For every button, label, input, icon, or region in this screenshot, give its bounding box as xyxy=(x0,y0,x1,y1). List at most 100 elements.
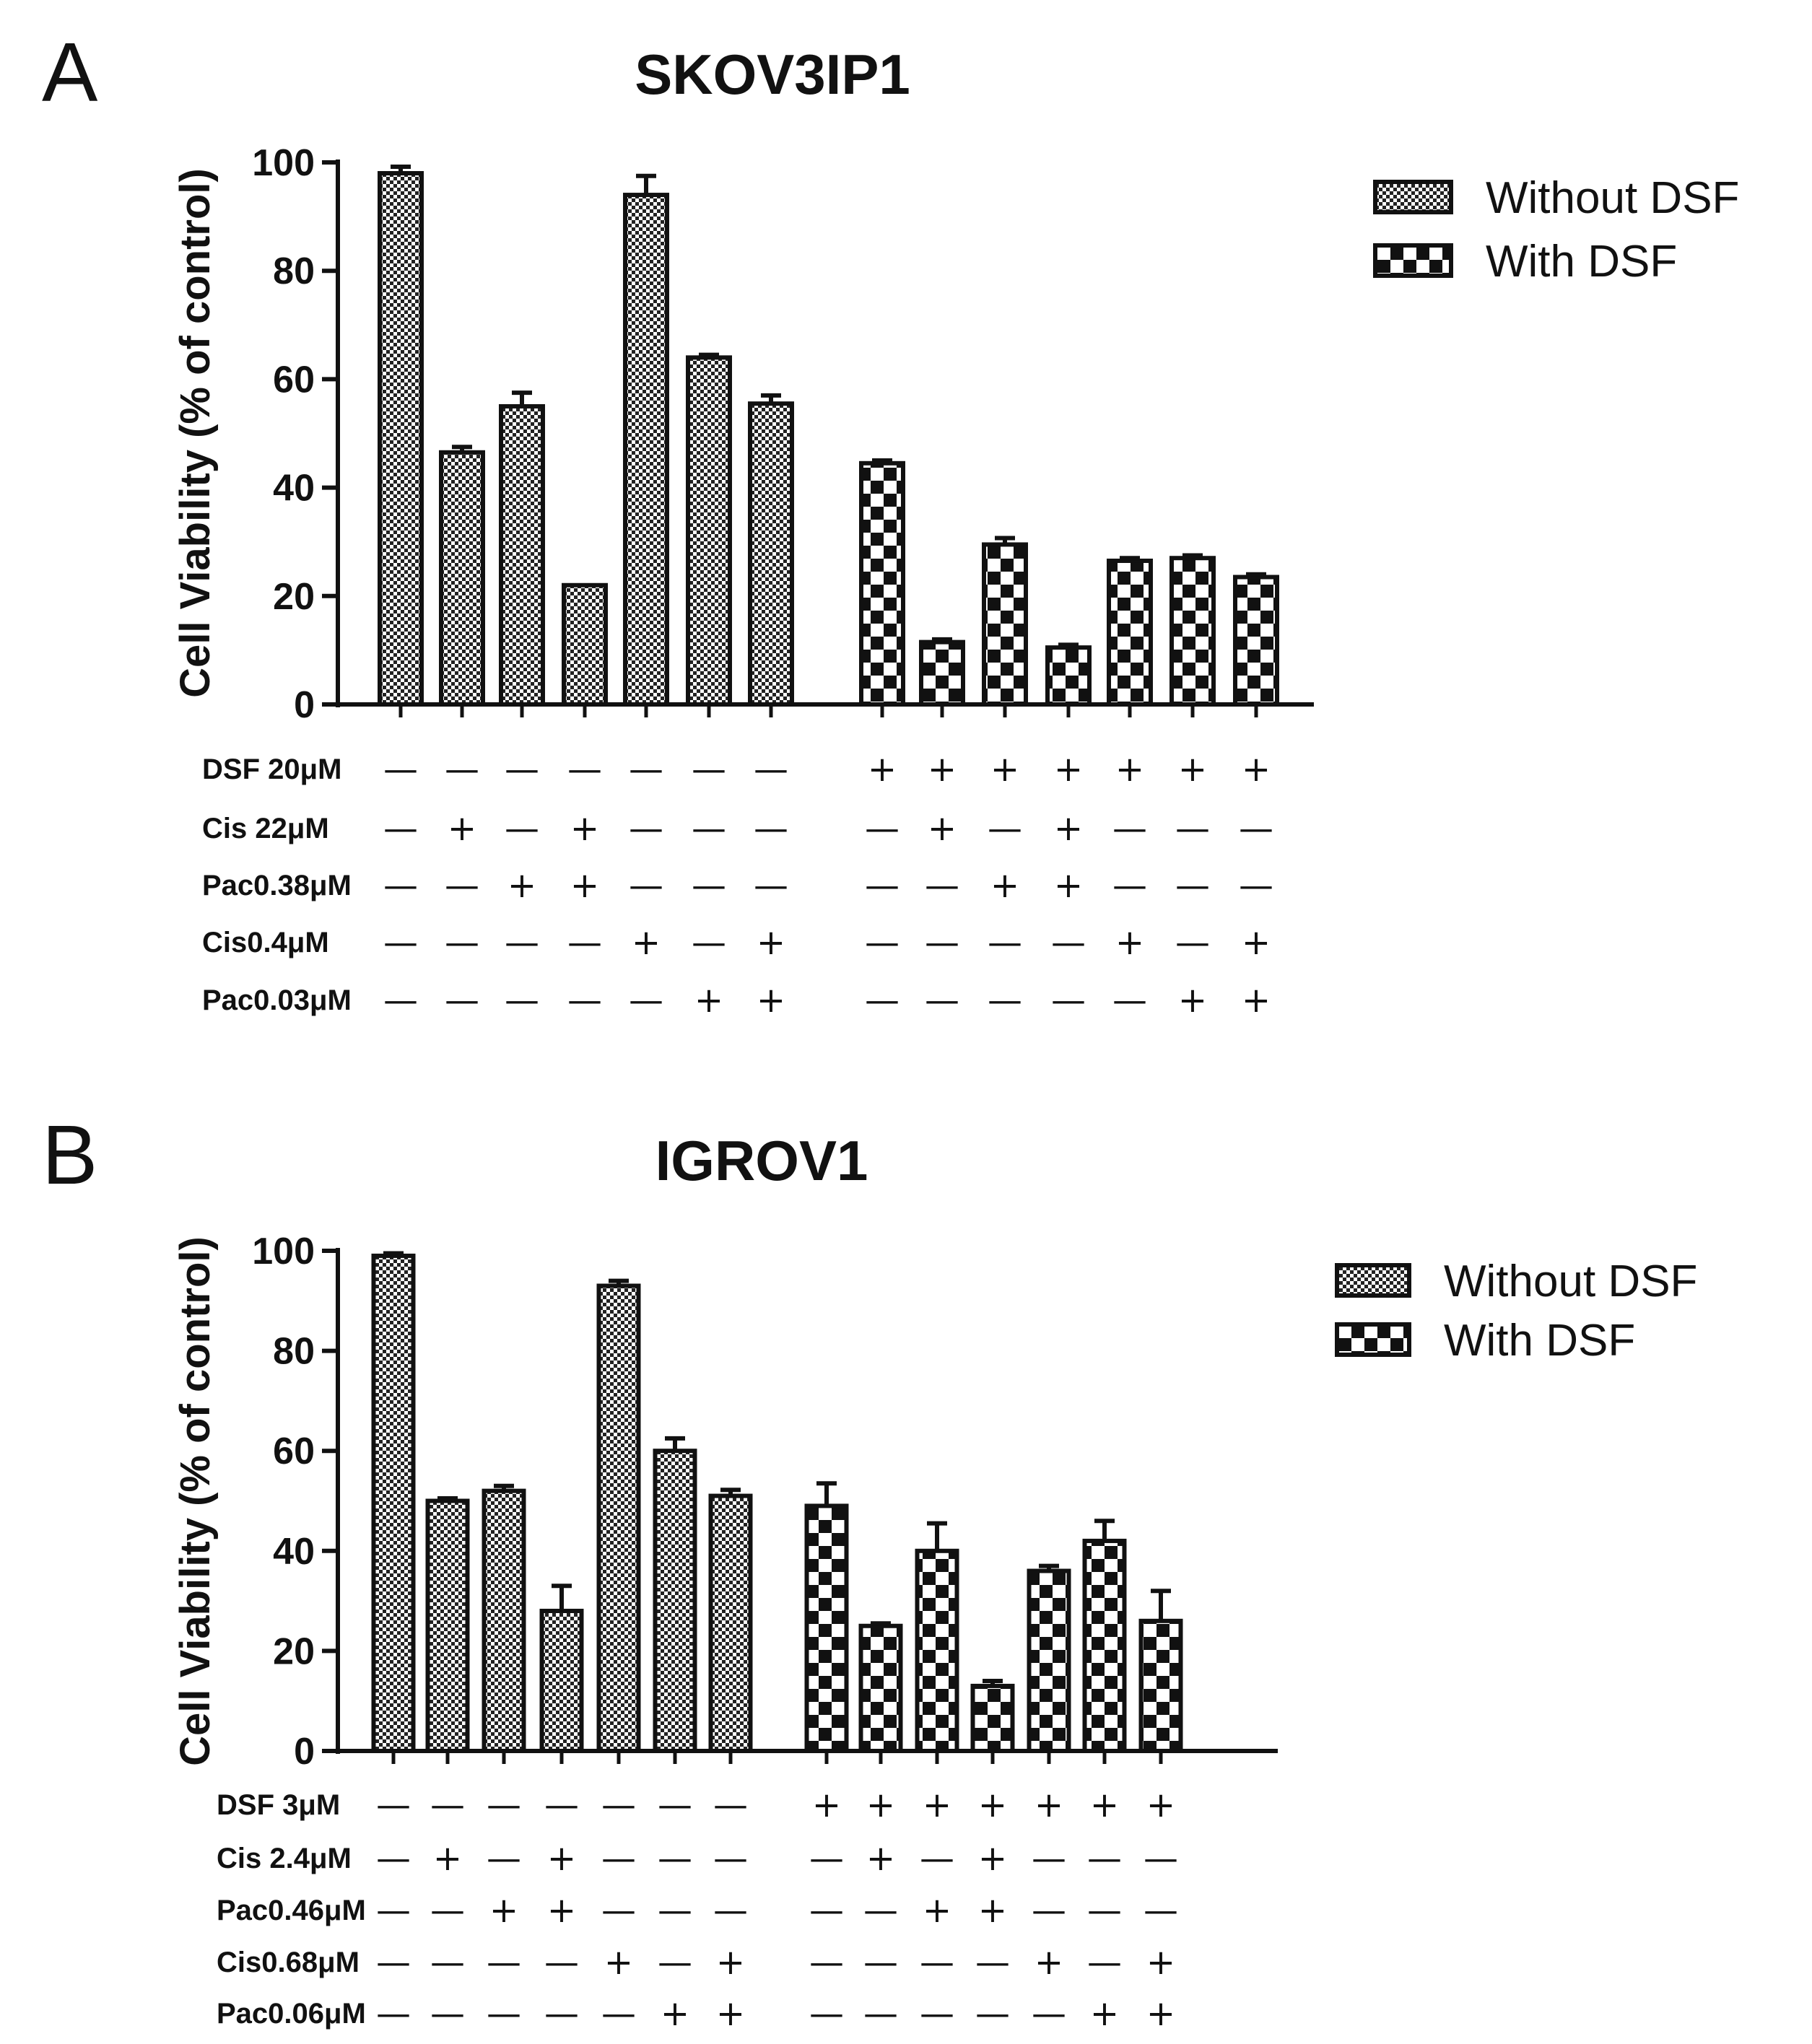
minus-sign: — xyxy=(601,1993,636,2034)
minus-sign: — xyxy=(505,922,539,963)
y-tick-label: 80 xyxy=(273,250,315,292)
plus-sign: + xyxy=(1054,808,1083,849)
y-tick-label: 40 xyxy=(273,1531,315,1573)
minus-sign: — xyxy=(505,808,539,849)
minus-sign: — xyxy=(445,980,479,1021)
bar-without-dsf xyxy=(439,450,485,707)
panel-a: A SKOV3IP1 Cell Viability (% of control)… xyxy=(42,25,1739,1021)
minus-sign: — xyxy=(1032,1993,1066,2034)
plus-sign: + xyxy=(1115,749,1144,790)
plus-sign: + xyxy=(928,749,957,790)
bar-with-dsf xyxy=(1138,1618,1183,1754)
plus-sign: + xyxy=(978,1890,1007,1931)
minus-sign: — xyxy=(567,980,602,1021)
plus-sign: + xyxy=(1242,749,1271,790)
minus-sign: — xyxy=(1032,1890,1066,1931)
legend-swatch-without-dsf xyxy=(1335,1263,1411,1298)
treatment-row-label: DSF 3μM xyxy=(217,1789,340,1821)
minus-sign: — xyxy=(865,865,900,906)
legend-label-without-dsf: Without DSF xyxy=(1486,173,1739,223)
plus-sign: + xyxy=(1054,749,1083,790)
bar-with-dsf xyxy=(982,542,1028,707)
minus-sign: — xyxy=(487,1785,521,1825)
minus-sign: — xyxy=(1175,922,1210,963)
minus-sign: — xyxy=(692,749,726,790)
minus-sign: — xyxy=(692,865,726,906)
plus-sign: + xyxy=(757,980,785,1021)
minus-sign: — xyxy=(629,865,663,906)
plus-sign: + xyxy=(547,1838,576,1879)
bar-without-dsf xyxy=(562,582,608,707)
panel-letter-a: A xyxy=(42,25,98,119)
treatment-row-label: Cis0.4μM xyxy=(202,927,329,958)
minus-sign: — xyxy=(692,922,726,963)
minus-sign: — xyxy=(1144,1838,1178,1879)
minus-sign: — xyxy=(925,980,959,1021)
y-tick-label: 20 xyxy=(273,1630,315,1672)
plot-area-b: 0 20 40 60 80 100 xyxy=(252,1231,1278,1773)
minus-sign: — xyxy=(376,1942,411,1983)
treatment-row-label: Pac0.06μM xyxy=(217,1998,366,2030)
plus-sign: + xyxy=(1035,1785,1063,1825)
minus-sign: — xyxy=(487,1942,521,1983)
minus-sign: — xyxy=(865,980,900,1021)
plus-sign: + xyxy=(716,1942,745,1983)
minus-sign: — xyxy=(629,749,663,790)
y-tick-label: 0 xyxy=(294,1731,315,1773)
bar-without-dsf xyxy=(499,403,545,707)
plus-sign: + xyxy=(923,1890,951,1931)
minus-sign: — xyxy=(863,1993,898,2034)
minus-sign: — xyxy=(1112,980,1147,1021)
minus-sign: — xyxy=(376,1890,411,1931)
bar-without-dsf xyxy=(371,1253,416,1754)
minus-sign: — xyxy=(809,1890,844,1931)
minus-sign: — xyxy=(505,749,539,790)
chart-title-b: IGROV1 xyxy=(655,1129,868,1192)
plus-sign: + xyxy=(448,808,476,849)
minus-sign: — xyxy=(430,1993,465,2034)
bar-without-dsf xyxy=(482,1488,526,1753)
treatment-row-label: Pac0.46μM xyxy=(217,1895,366,1926)
treatment-row-label: DSF 20μM xyxy=(202,754,341,785)
minus-sign: — xyxy=(1239,808,1273,849)
minus-sign: — xyxy=(809,1993,844,2034)
minus-sign: — xyxy=(544,1785,579,1825)
minus-sign: — xyxy=(1239,865,1273,906)
minus-sign: — xyxy=(376,1838,411,1879)
minus-sign: — xyxy=(658,1942,692,1983)
minus-sign: — xyxy=(383,865,418,906)
bar-with-dsf xyxy=(859,460,905,707)
minus-sign: — xyxy=(430,1890,465,1931)
panel-letter-b: B xyxy=(42,1108,97,1202)
minus-sign: — xyxy=(658,1890,692,1931)
plus-sign: + xyxy=(757,922,785,963)
minus-sign: — xyxy=(809,1942,844,1983)
bar-with-dsf xyxy=(1169,556,1216,707)
plus-sign: + xyxy=(990,865,1019,906)
minus-sign: — xyxy=(865,808,900,849)
treatment-row-label: Cis 2.4μM xyxy=(217,1843,352,1874)
bar-with-dsf xyxy=(1027,1568,1071,1754)
plus-sign: + xyxy=(990,749,1019,790)
minus-sign: — xyxy=(754,865,788,906)
plus-sign: + xyxy=(978,1838,1007,1879)
minus-sign: — xyxy=(692,808,726,849)
plus-sign: + xyxy=(1146,1993,1175,2034)
plus-sign: + xyxy=(1242,980,1271,1021)
minus-sign: — xyxy=(1175,865,1210,906)
bar-without-dsf xyxy=(425,1498,470,1753)
legend-label-with-dsf: With DSF xyxy=(1444,1316,1635,1366)
minus-sign: — xyxy=(601,1838,636,1879)
minus-sign: — xyxy=(988,980,1022,1021)
plus-sign: + xyxy=(1178,980,1207,1021)
plus-sign: + xyxy=(978,1785,1007,1825)
minus-sign: — xyxy=(865,922,900,963)
bar-without-dsf xyxy=(748,401,794,707)
legend-swatch-with-dsf xyxy=(1335,1322,1411,1357)
minus-sign: — xyxy=(445,922,479,963)
plus-sign: + xyxy=(868,749,897,790)
minus-sign: — xyxy=(487,1838,521,1879)
minus-sign: — xyxy=(1032,1838,1066,1879)
minus-sign: — xyxy=(1112,808,1147,849)
